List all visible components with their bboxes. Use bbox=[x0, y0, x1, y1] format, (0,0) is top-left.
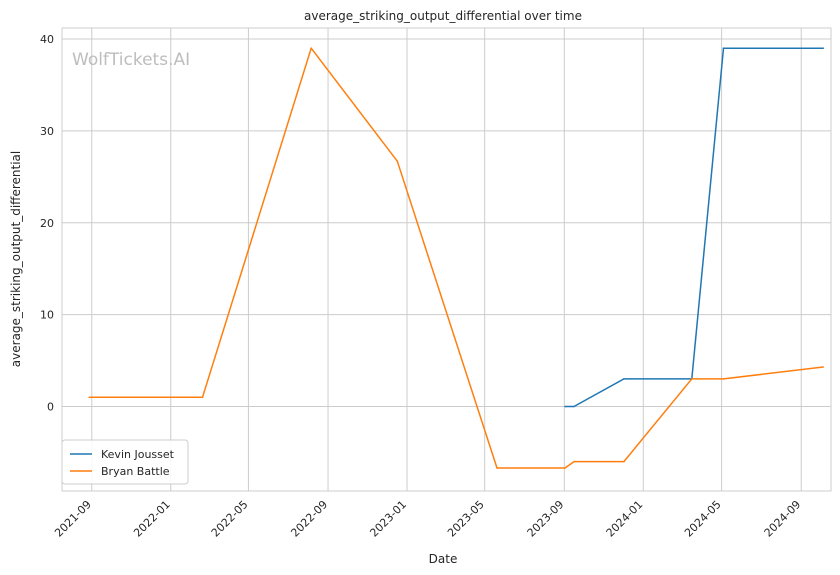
y-tick-label: 40 bbox=[40, 33, 54, 46]
x-axis-label: Date bbox=[429, 552, 458, 566]
y-tick-label: 20 bbox=[40, 217, 54, 230]
series-point bbox=[822, 47, 824, 49]
series-point bbox=[310, 47, 313, 49]
y-tick-label: 10 bbox=[40, 309, 54, 322]
legend-label: Kevin Jousset bbox=[101, 448, 175, 461]
series-point bbox=[564, 467, 566, 469]
y-axis-label: average_striking_output_differential bbox=[9, 151, 23, 367]
plot-frame bbox=[61, 27, 832, 492]
series-point bbox=[573, 405, 575, 408]
y-tick-label: 30 bbox=[40, 125, 54, 138]
series-point bbox=[623, 460, 625, 463]
series-point bbox=[722, 47, 725, 49]
series-line-1 bbox=[565, 47, 824, 408]
legend-label: Bryan Battle bbox=[101, 465, 170, 478]
series-point bbox=[822, 366, 824, 368]
series-point bbox=[88, 396, 90, 399]
series-point bbox=[691, 378, 693, 380]
series-point bbox=[564, 405, 566, 408]
series-point bbox=[396, 160, 399, 162]
series-point bbox=[573, 460, 575, 463]
series-layer bbox=[88, 47, 824, 469]
watermark: WolfTickets.AI bbox=[72, 50, 190, 70]
legend: Kevin Jousset Bryan Battle bbox=[61, 439, 189, 485]
chart-title: average_striking_output_differential ove… bbox=[304, 9, 582, 23]
series-point bbox=[496, 467, 498, 469]
series-point bbox=[623, 378, 625, 380]
series-point bbox=[201, 396, 204, 399]
grid-lines bbox=[62, 28, 831, 491]
y-tick-label: 0 bbox=[47, 400, 54, 413]
y-axis-ticks: 0 10 20 30 40 bbox=[40, 33, 54, 413]
legend-box bbox=[61, 439, 189, 485]
series-point bbox=[722, 378, 725, 380]
